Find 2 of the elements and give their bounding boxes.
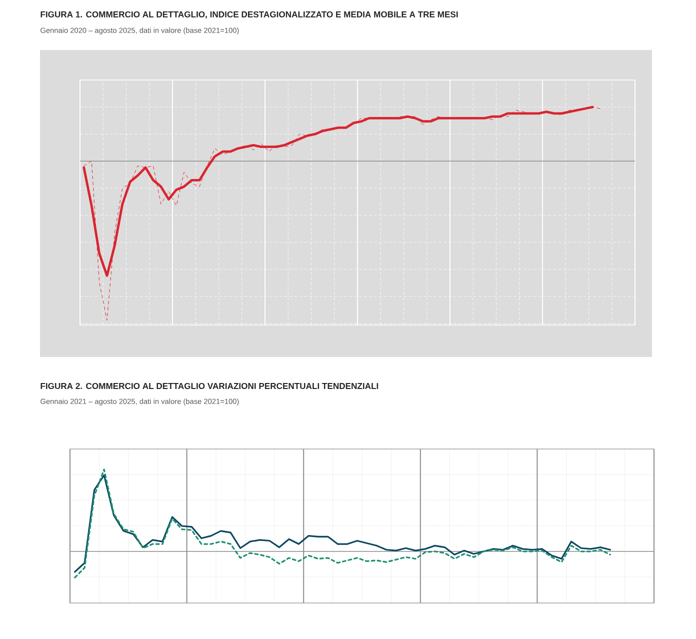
chart-title: FIGURA 2. COMMERCIO AL DETTAGLIO VARIAZIONI PERCENTUALI TENDENZIALI <box>40 382 378 390</box>
chart-title: FIGURA 1. COMMERCIO AL DETTAGLIO, INDICE DESTAGIONALIZZATO E MEDIA MOBILE A TRE MESI <box>40 11 458 19</box>
